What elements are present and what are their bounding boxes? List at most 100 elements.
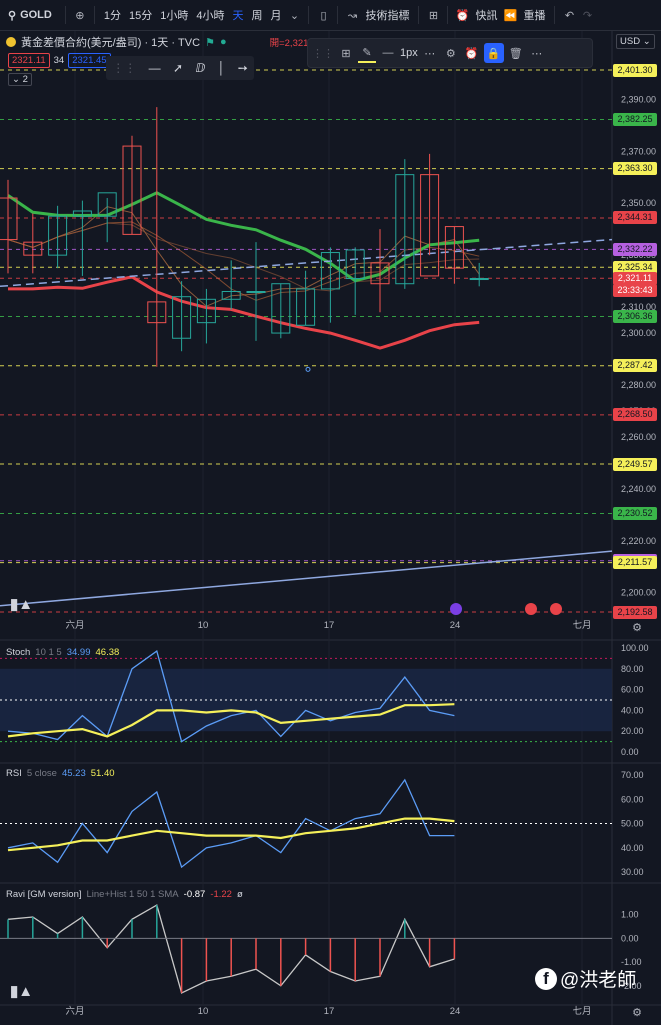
rsi-pane[interactable] [0, 778, 612, 869]
template-icon[interactable]: ⊞ [341, 47, 351, 60]
timeframe-month[interactable]: 月 [270, 10, 282, 22]
legend-ohlc: 開=2,321.45 [269, 38, 322, 49]
symbol-legend[interactable]: 黃金差價合約(美元/盎司) · 1天 · TVC ⚑ ● 開=2,321.45 [6, 34, 322, 50]
lock-icon[interactable]: 🔒 [483, 43, 504, 63]
timeframe-1m[interactable]: 1分 [103, 10, 121, 22]
candle-body [72, 210, 92, 217]
stoch-k-value: 34.99 [66, 647, 91, 658]
timeframe-15m[interactable]: 15分 [128, 10, 153, 22]
drawing-properties-bar: ⋮⋮ ⊞ ✎ — 1px ⋯ ⚙ ⏰ 🔒 🗑 ⋯ [307, 38, 593, 68]
vertical-line-icon[interactable]: │ [217, 61, 226, 75]
redo-icon[interactable]: ↷ [582, 9, 593, 22]
symbol-search[interactable]: ⚲ GOLD [0, 9, 60, 22]
indicators-button[interactable]: 技術指標 [365, 10, 410, 22]
currency-selector[interactable]: USD ⌄ [616, 34, 655, 49]
alerts-button[interactable]: 快訊 [475, 10, 498, 22]
price-axis-label: 2,306.36 [613, 310, 657, 324]
bid-ask-row: 2321.11 34 2321.45 [8, 53, 111, 68]
ray-icon[interactable]: ➙ [237, 61, 248, 75]
pane-axis-tick: 40.00 [621, 843, 644, 853]
divider [418, 6, 420, 24]
drag-handle-icon[interactable]: ⋮⋮ [312, 47, 334, 60]
timeframe-day[interactable]: 天 [232, 10, 244, 22]
candle-body [395, 174, 415, 285]
rsi-legend[interactable]: RSI 5 close 45.23 51.40 [6, 768, 115, 779]
horizontal-line-icon[interactable]: — [148, 61, 161, 75]
drag-handle-icon[interactable]: ⋮⋮ [112, 61, 137, 75]
event-icon [450, 603, 462, 615]
chart-canvas[interactable]: 2,390.002,370.002,350.002,330.002,310.00… [0, 31, 661, 1025]
price-axis-label: 2,249.57 [613, 457, 657, 471]
candle-body [420, 174, 440, 277]
candle-body [172, 296, 192, 339]
stoch-pane[interactable] [0, 650, 612, 743]
countdown-label: 23:33:43 [613, 284, 657, 298]
candle-body [296, 288, 316, 326]
collapse-indicators-button[interactable]: ⌄ 2 [8, 73, 32, 86]
candle-body [147, 301, 167, 324]
pencil-color-icon[interactable]: ✎ [358, 43, 376, 63]
drawing-toolbar: ⋮⋮ — ➚ ⅅ │ ➙ [106, 56, 254, 80]
line-style-icon[interactable]: ⋯ [424, 47, 436, 60]
settings-icon[interactable]: ⚙ [445, 47, 456, 60]
compare-plus-icon[interactable]: ⊕ [75, 9, 85, 22]
series-line-MA [7, 817, 455, 852]
candle-body [0, 197, 18, 241]
price-axis-tick: 2,310.00 [621, 302, 656, 312]
price-axis-label: 2,401.30 [613, 63, 657, 77]
candle-body [246, 291, 266, 294]
time-axis-label: 17 [324, 1006, 335, 1017]
event-icon [525, 603, 537, 615]
watermark-text: @洪老師 [560, 970, 637, 991]
time-axis-label: 七月 [572, 620, 591, 631]
replay-icon: ⏪ [503, 9, 518, 22]
price-pane[interactable] [0, 69, 613, 615]
price-axis-label: 2,230.52 [613, 506, 657, 520]
candles-icon[interactable]: ▯ [320, 9, 327, 22]
settings-icon: ⚙ [632, 622, 642, 634]
stoch-legend[interactable]: Stoch 10 1 5 34.99 46.38 [6, 647, 119, 658]
trash-icon[interactable]: 🗑 [508, 47, 523, 60]
legend-title: 黃金差價合約(美元/盎司) · 1天 · TVC [21, 37, 201, 49]
ravi-pane[interactable] [0, 904, 612, 994]
pane-axis-tick: -1.00 [621, 957, 642, 967]
timeframe-week[interactable]: 周 [251, 10, 263, 22]
candle-body [122, 145, 142, 235]
price-axis-label: 2,321.11 [613, 271, 657, 285]
grid-lines [0, 31, 661, 1025]
line-width-value[interactable]: 1px [400, 47, 418, 59]
undo-icon[interactable]: ↶ [564, 9, 575, 22]
ravi-legend[interactable]: Ravi [GM version] Line+Hist 1 50 1 SMA -… [6, 889, 243, 900]
rsi-name: RSI [6, 768, 22, 779]
divider [64, 6, 66, 24]
chevron-down-icon: ⌄ [642, 36, 651, 47]
time-axis-label: 六月 [65, 619, 84, 631]
series-line-RSI [7, 778, 455, 869]
candle-body [196, 298, 216, 324]
trend-line-drawing [0, 550, 613, 607]
bid-badge[interactable]: 2321.11 [8, 53, 50, 68]
text-cursor-icon[interactable]: ⅅ [195, 61, 206, 75]
candle-body [48, 215, 68, 256]
indicators-icon: ↝ [347, 9, 358, 22]
timeframe-1h[interactable]: 1小時 [160, 10, 189, 22]
price-axis-label: 2,287.42 [613, 359, 657, 373]
pane-axis-tick: 1.00 [621, 910, 639, 920]
alarm-add-icon[interactable]: ⏰ [464, 47, 479, 60]
candle-body [23, 241, 43, 256]
pane-axis-tick: 0.00 [621, 933, 639, 943]
replay-button[interactable]: 重播 [523, 10, 546, 22]
chevron-down-icon[interactable]: ⌄ [289, 9, 300, 22]
time-axis-label: 10 [198, 620, 209, 631]
timeframe-4h[interactable]: 4小時 [196, 10, 225, 22]
top-toolbar: ⚲ GOLD ⊕ 1分 15分 1小時 4小時 天 周 月 ⌄ ▯ ↝ 技術指標… [0, 0, 661, 31]
layout-grid-icon[interactable]: ⊞ [428, 9, 439, 22]
ask-badge[interactable]: 2321.45 [68, 53, 111, 68]
pane-axis-tick: 50.00 [621, 819, 644, 829]
series-line-K [7, 650, 455, 743]
tradingview-logo-icon: ▮▲ [10, 596, 34, 613]
facebook-icon: f [535, 967, 557, 990]
more-icon[interactable]: ⋯ [531, 47, 543, 60]
pane-axis-tick: 80.00 [621, 664, 644, 674]
trend-line-icon[interactable]: ➚ [173, 61, 184, 75]
